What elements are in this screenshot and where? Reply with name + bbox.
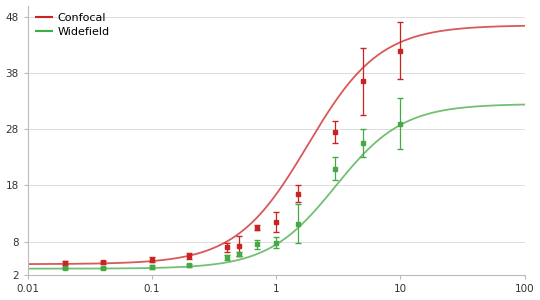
Legend: Confocal, Widefield: Confocal, Widefield <box>33 11 112 39</box>
